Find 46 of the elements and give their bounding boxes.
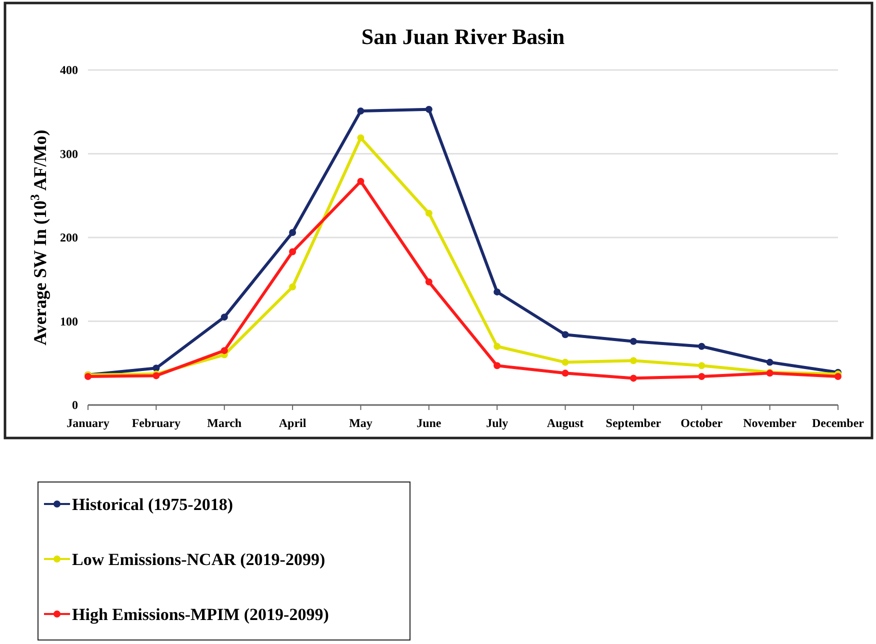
point <box>494 362 501 370</box>
y-tick-label: 300 <box>60 146 78 161</box>
chart-title: San Juan River Basin <box>361 24 565 49</box>
point <box>357 108 364 115</box>
point <box>220 314 228 321</box>
legend-label: Low Emissions-NCAR (2019-2099) <box>72 550 326 569</box>
point <box>562 331 569 338</box>
point <box>562 358 569 366</box>
point <box>494 342 501 350</box>
point <box>698 362 706 370</box>
x-tick-label: July <box>486 416 508 430</box>
x-tick-label: June <box>416 416 442 430</box>
x-tick-label: September <box>606 416 662 430</box>
point <box>289 248 296 256</box>
x-tick-label: October <box>680 416 724 430</box>
x-tick-label: December <box>812 416 865 430</box>
legend-label: High Emissions-MPIM (2019-2099) <box>72 604 329 624</box>
x-tick-label: March <box>207 416 242 430</box>
y-tick-label: 400 <box>60 63 78 78</box>
y-tick-label: 100 <box>60 314 78 328</box>
x-tick-label: May <box>349 416 372 430</box>
y-tick-label: 0 <box>72 398 78 412</box>
x-tick-label: April <box>278 416 307 430</box>
point <box>494 288 501 296</box>
x-tick-label: January <box>66 416 110 430</box>
point <box>834 373 842 380</box>
x-tick-label: August <box>546 416 584 430</box>
x-tick-label: February <box>132 416 181 430</box>
point <box>766 358 774 366</box>
point <box>357 178 364 185</box>
point <box>698 342 706 350</box>
point <box>630 357 637 364</box>
point <box>220 347 228 354</box>
point <box>357 134 364 142</box>
legend-label: Historical (1975-2018) <box>72 494 233 514</box>
point <box>425 278 432 286</box>
point <box>289 228 296 236</box>
point <box>698 373 706 380</box>
point <box>562 370 569 377</box>
point <box>630 338 637 345</box>
point <box>630 374 637 382</box>
point <box>425 210 432 217</box>
x-tick-label: November <box>743 416 798 430</box>
point <box>289 283 296 290</box>
y-tick-label: 200 <box>60 230 78 245</box>
point <box>425 106 432 113</box>
